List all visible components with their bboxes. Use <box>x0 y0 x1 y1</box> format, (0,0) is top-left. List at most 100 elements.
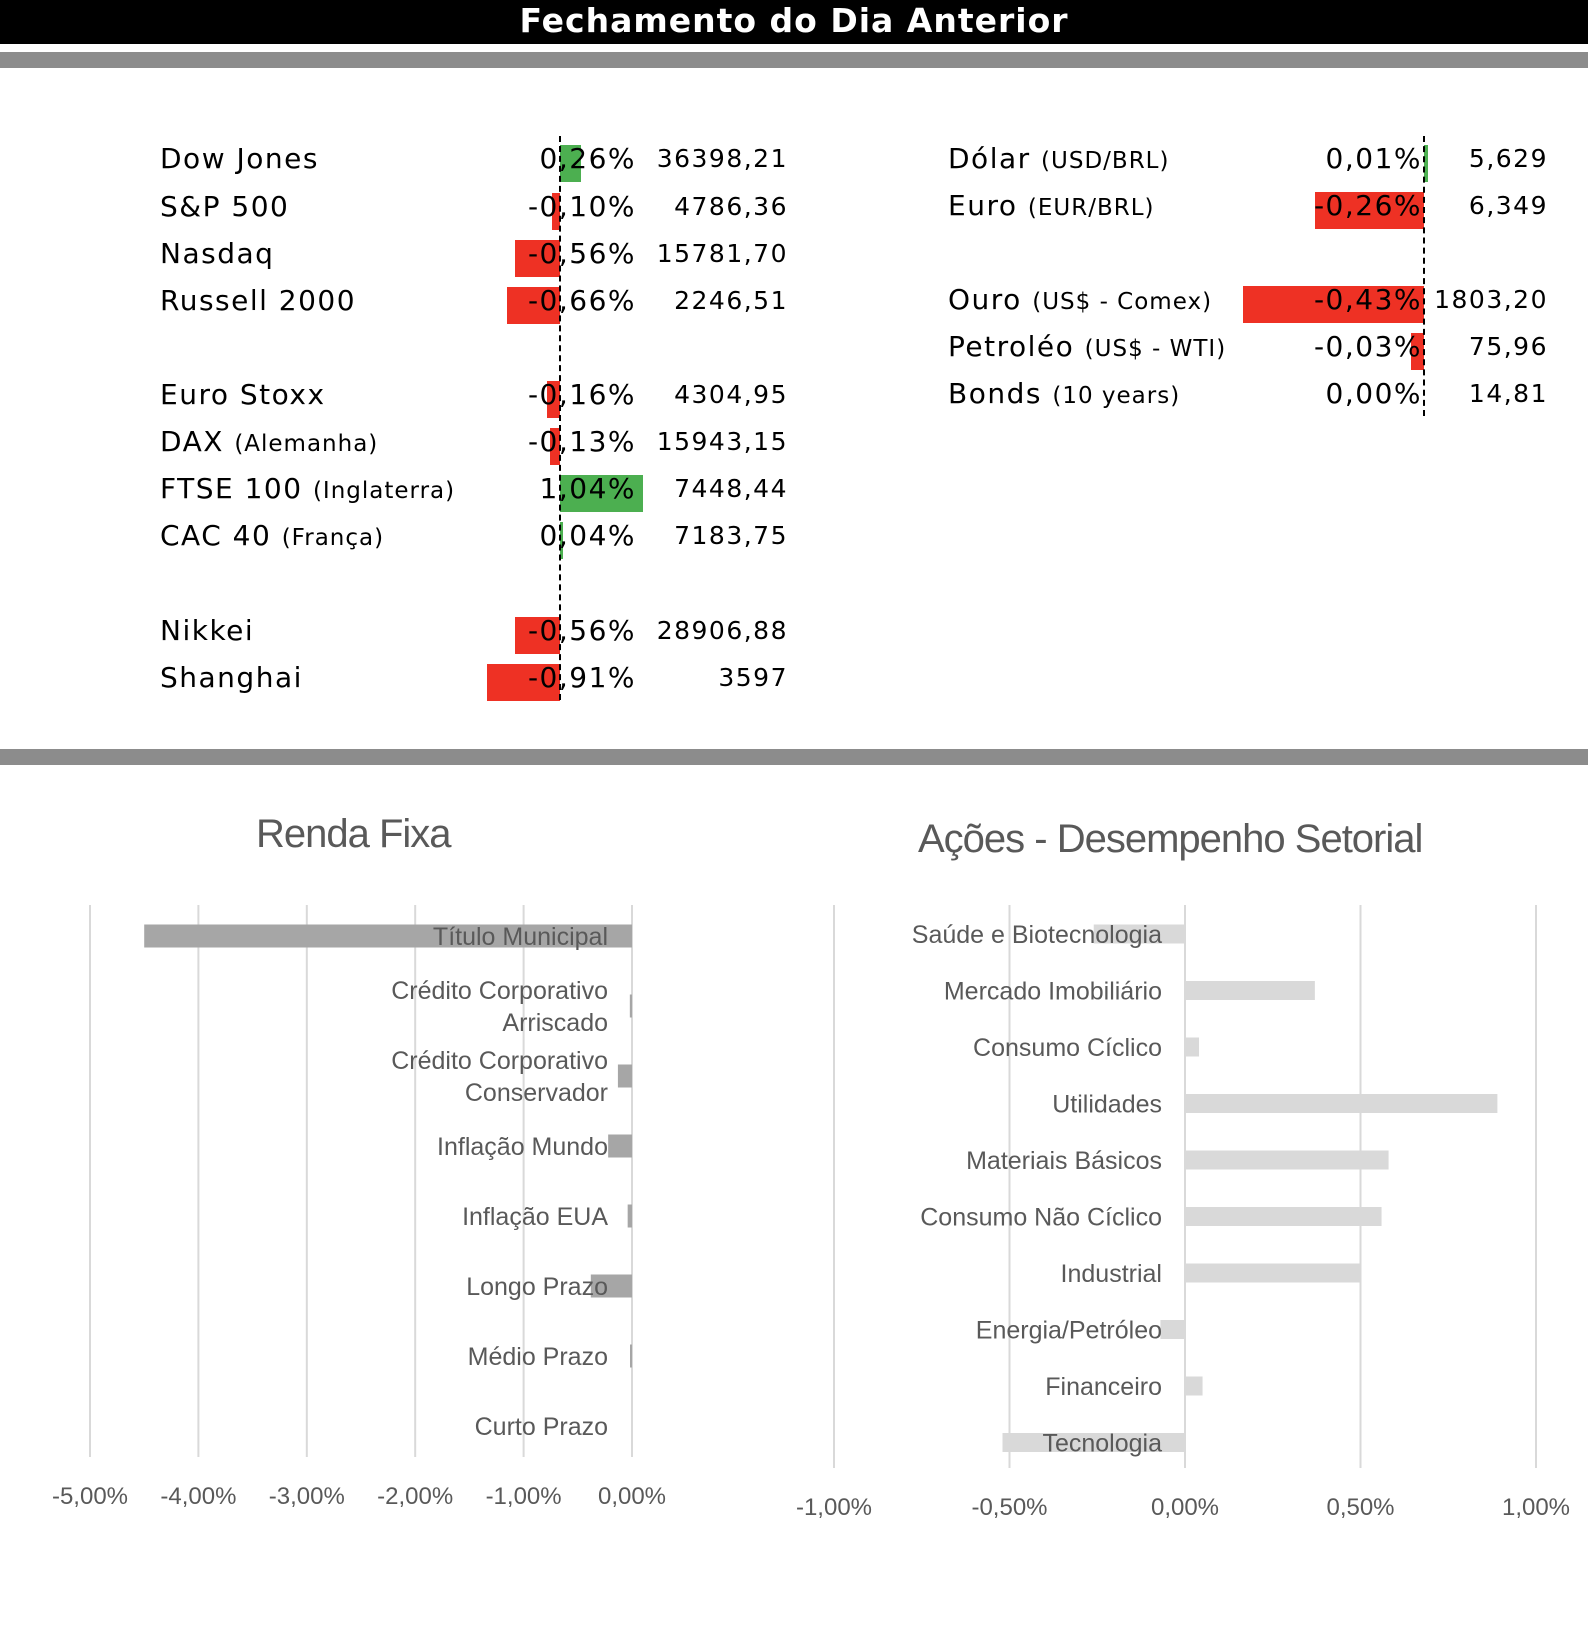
indices-bar <box>507 287 560 324</box>
assets-bar <box>1314 192 1424 229</box>
bar-1 <box>1185 981 1315 1000</box>
category-label: Utilidades <box>1052 1091 1162 1119</box>
indices-name: DAX <box>160 425 224 458</box>
header-bar: Fechamento do Dia Anterior <box>0 0 1588 44</box>
x-tick-label: -1,00% <box>796 1494 872 1520</box>
indices-pct: -0,13% <box>527 425 636 458</box>
category-label: Crédito Corporativo Arriscado <box>391 977 608 1037</box>
assets-name: Petroléo <box>948 330 1075 363</box>
category-label: Curto Prazo <box>475 1413 608 1441</box>
assets-pct: -0,03% <box>1313 330 1422 363</box>
x-tick-label: 0,00% <box>1151 1494 1219 1520</box>
indices-label: Russell 2000 <box>160 284 356 317</box>
indices-pct: -0,66% <box>527 284 636 317</box>
indices-value: 7448,44 <box>674 474 788 503</box>
x-tick-label: 0,00% <box>598 1483 666 1510</box>
x-tick-label: 1,00% <box>1502 1494 1570 1520</box>
x-tick-label: -1,00% <box>486 1483 562 1510</box>
indices-pct: -0,16% <box>527 378 636 411</box>
bar-8 <box>1185 1376 1203 1396</box>
category-label: Inflação Mundo <box>437 1133 608 1161</box>
indices-label: Shanghai <box>160 661 303 694</box>
setorial-chart: -1,00% -0,50% 0,00% 0,50% 1,00% Saúde e Biote… <box>796 905 1570 1520</box>
indices-bar <box>560 522 564 559</box>
category-label: Saúde e Biotecnologia <box>912 921 1162 949</box>
indices-bar <box>552 193 560 230</box>
indices-name: Euro Stoxx <box>160 378 326 411</box>
indices-label: FTSE 100 (Inglaterra) <box>160 472 455 505</box>
assets-value: 6,349 <box>1468 191 1548 220</box>
indices-pct: -0,56% <box>527 237 636 270</box>
category-label: Materiais Básicos <box>966 1147 1162 1175</box>
x-tick-label: -0,50% <box>971 1494 1047 1520</box>
assets-label: Dólar (USD/BRL) <box>948 142 1169 175</box>
indices-bar <box>560 475 644 512</box>
assets-name: Dólar <box>948 142 1031 175</box>
category-label: Tecnologia <box>1042 1430 1162 1458</box>
indices-label: CAC 40 (França) <box>160 519 384 552</box>
setorial-title: Ações - Desempenho Setorial <box>918 817 1423 861</box>
indices-bar <box>515 240 560 277</box>
x-tick-label: 0,50% <box>1326 1494 1394 1520</box>
bar-4 <box>627 1204 632 1228</box>
category-label: Financeiro <box>1045 1373 1162 1401</box>
assets-name: Euro <box>948 189 1018 222</box>
bar-6 <box>1185 1263 1361 1283</box>
category-label: Consumo Cíclico <box>973 1034 1162 1062</box>
x-tick-label: -5,00% <box>52 1483 128 1510</box>
indices-name: Shanghai <box>160 661 303 694</box>
renda-fixa-chart: -5,00% -4,00% -3,00% -2,00% -1,00% 0,00% Títul… <box>52 905 666 1510</box>
indices-pct: -0,56% <box>527 614 636 647</box>
indices-value: 4304,95 <box>674 380 788 409</box>
bar-4 <box>1185 1150 1389 1170</box>
bar-3 <box>1185 1094 1498 1113</box>
indices-label: DAX (Alemanha) <box>160 425 378 458</box>
indices-sub: (Alemanha) <box>234 431 379 457</box>
category-label: Mercado Imobiliário <box>944 978 1162 1006</box>
assets-sub: (US$ - WTI) <box>1084 336 1227 362</box>
assets-pct: 0,01% <box>1325 142 1422 175</box>
indices-value: 28906,88 <box>656 616 788 645</box>
bar-9 <box>1002 1433 1185 1452</box>
indices-bar <box>549 428 560 465</box>
bar-0 <box>1093 924 1185 944</box>
indices-value: 36398,21 <box>656 144 788 173</box>
indices-name: S&P 500 <box>160 190 290 223</box>
indices-name: Dow Jones <box>160 142 319 175</box>
top-divider <box>0 52 1588 68</box>
indices-value: 4786,36 <box>674 192 788 221</box>
assets-zero-line <box>1423 136 1425 416</box>
assets-sub: (USD/BRL) <box>1041 148 1170 174</box>
indices-value: 15781,70 <box>656 239 788 268</box>
assets-sub: (US$ - Comex) <box>1032 289 1213 315</box>
x-tick-label: -2,00% <box>377 1483 453 1510</box>
assets-value: 5,629 <box>1468 144 1548 173</box>
bar-5 <box>1185 1207 1382 1226</box>
x-tick-label: -4,00% <box>160 1483 236 1510</box>
indices-bar <box>515 617 560 654</box>
indices-label: Nasdaq <box>160 237 274 270</box>
bar-1 <box>629 994 632 1018</box>
indices-pct: 1,04% <box>539 472 636 505</box>
assets-sub: (EUR/BRL) <box>1027 195 1155 221</box>
indices-value: 7183,75 <box>674 521 788 550</box>
indices-value: 3597 <box>718 663 788 692</box>
assets-pct: -0,43% <box>1313 283 1422 316</box>
indices-pct: -0,10% <box>527 190 636 223</box>
indices-label: S&P 500 <box>160 190 289 223</box>
category-label: Título Municipal <box>433 923 608 951</box>
middle-divider <box>0 749 1588 765</box>
bar-2 <box>1185 1037 1200 1057</box>
indices-name: CAC 40 <box>160 519 272 552</box>
category-label: Médio Prazo <box>468 1343 608 1371</box>
assets-name: Bonds <box>948 377 1042 410</box>
assets-value: 14,81 <box>1468 379 1548 408</box>
bar-7 <box>1160 1320 1185 1339</box>
assets-pct: -0,26% <box>1313 189 1422 222</box>
assets-label: Ouro (US$ - Comex) <box>948 283 1212 316</box>
bar-3 <box>608 1134 632 1158</box>
page-title: Fechamento do Dia Anterior <box>519 1 1069 40</box>
assets-bar <box>1243 286 1424 323</box>
assets-value: 75,96 <box>1468 332 1548 361</box>
category-label: Inflação EUA <box>462 1203 608 1231</box>
